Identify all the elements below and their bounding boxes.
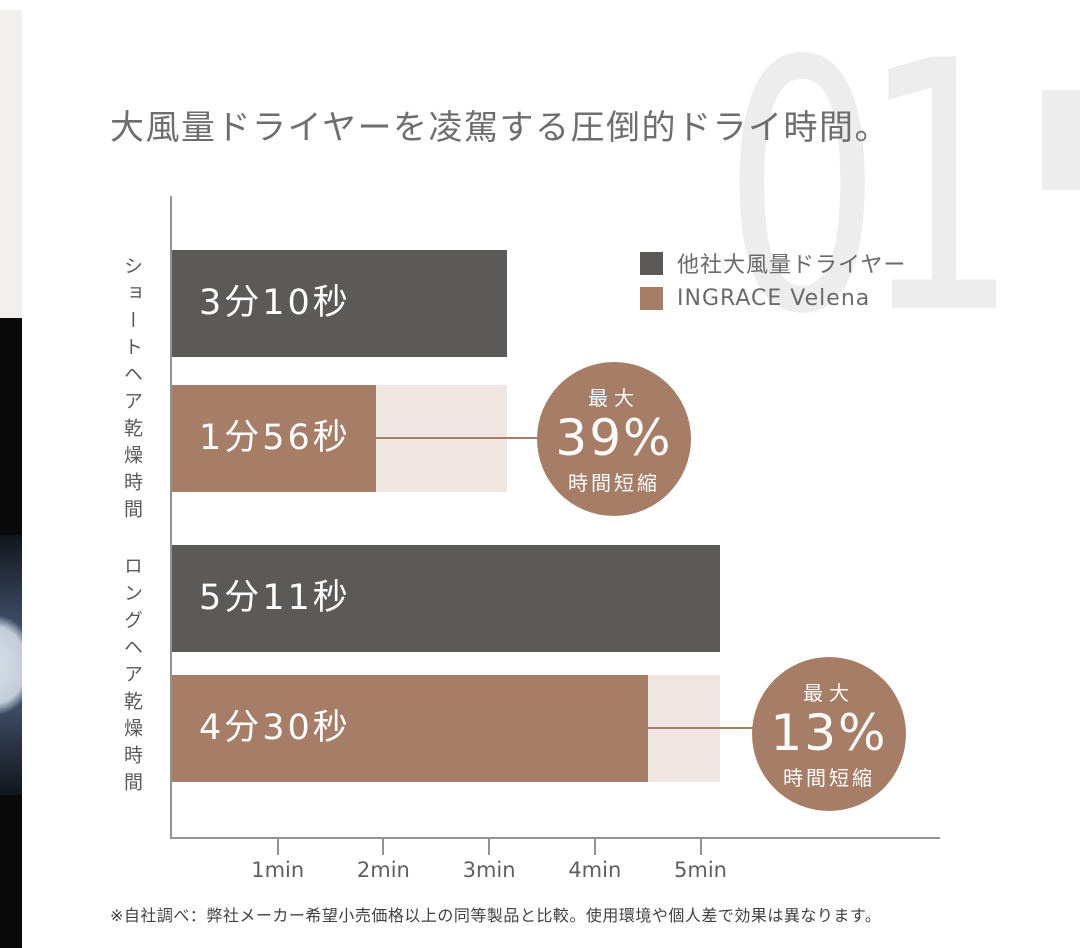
x-tick-label: 4min [568, 858, 622, 882]
legend: 他社大風量ドライヤー INGRACE Velena [640, 250, 906, 320]
legend-label-competitor: 他社大風量ドライヤー [677, 253, 907, 278]
badge-prefix-short: 最大 [588, 386, 640, 410]
legend-item-competitor: 他社大風量ドライヤー [640, 250, 907, 278]
footnote: ※自社調べ：弊社メーカー希望小売価格以上の同等製品と比較。使用環境や個人差で効果… [110, 906, 882, 925]
bar-ingrace-long: 4分30秒 [172, 675, 648, 782]
legend-label-ingrace-velena: INGRACE Velena [677, 285, 871, 311]
badge-prefix-long: 最大 [803, 681, 855, 705]
badge-value-long: 13% [770, 704, 888, 762]
x-tick-label: 5min [674, 858, 727, 882]
photo-strip-dark-area [0, 318, 22, 948]
x-tick [382, 839, 385, 855]
x-tick [276, 839, 279, 855]
badge-suffix-long: 時間短縮 [783, 766, 875, 790]
bar-competitor-long: 5分11秒 [172, 545, 720, 652]
legend-item-ingrace-velena: INGRACE Velena [640, 285, 906, 311]
corner-decoration [1042, 90, 1080, 190]
x-tick-label: 2min [356, 858, 410, 882]
reduction-badge-long: 最大 13% 時間短縮 [752, 657, 906, 811]
badge-connector-short [376, 437, 543, 439]
page-title: 大風量ドライヤーを凌駕する圧倒的ドライ時間。 [110, 108, 890, 148]
bar-value-ingrace-long: 4分30秒 [199, 708, 351, 748]
bar-value-competitor-short: 3分10秒 [199, 283, 351, 323]
bar-value-ingrace-short: 1分56秒 [199, 418, 351, 458]
x-tick [593, 839, 596, 855]
y-axis-line [170, 196, 172, 839]
photo-strip-gray-area [0, 10, 22, 318]
badge-suffix-short: 時間短縮 [568, 471, 660, 495]
reduction-badge-short: 最大 39% 時間短縮 [537, 362, 691, 516]
x-tick [488, 839, 491, 855]
background-photo-strip [0, 0, 22, 948]
bar-value-competitor-long: 5分11秒 [199, 578, 351, 618]
watermark-number: 01 [723, 0, 1019, 390]
bar-ingrace-short: 1分56秒 [172, 385, 376, 492]
x-tick-label: 1min [251, 858, 305, 882]
x-tick [699, 839, 702, 855]
category-label-long-hair: ロングヘア乾燥時間 [121, 556, 143, 799]
legend-swatch-competitor [640, 251, 663, 275]
badge-value-short: 39% [555, 409, 673, 467]
x-axis-line [170, 837, 940, 839]
bar-competitor-short: 3分10秒 [172, 250, 507, 357]
category-label-short-hair: ショートヘア乾燥時間 [121, 256, 143, 526]
photo-strip-product-glow [0, 535, 22, 795]
badge-connector-long [648, 727, 758, 729]
x-tick-label: 3min [462, 858, 516, 882]
legend-swatch-ingrace-velena [640, 286, 663, 310]
